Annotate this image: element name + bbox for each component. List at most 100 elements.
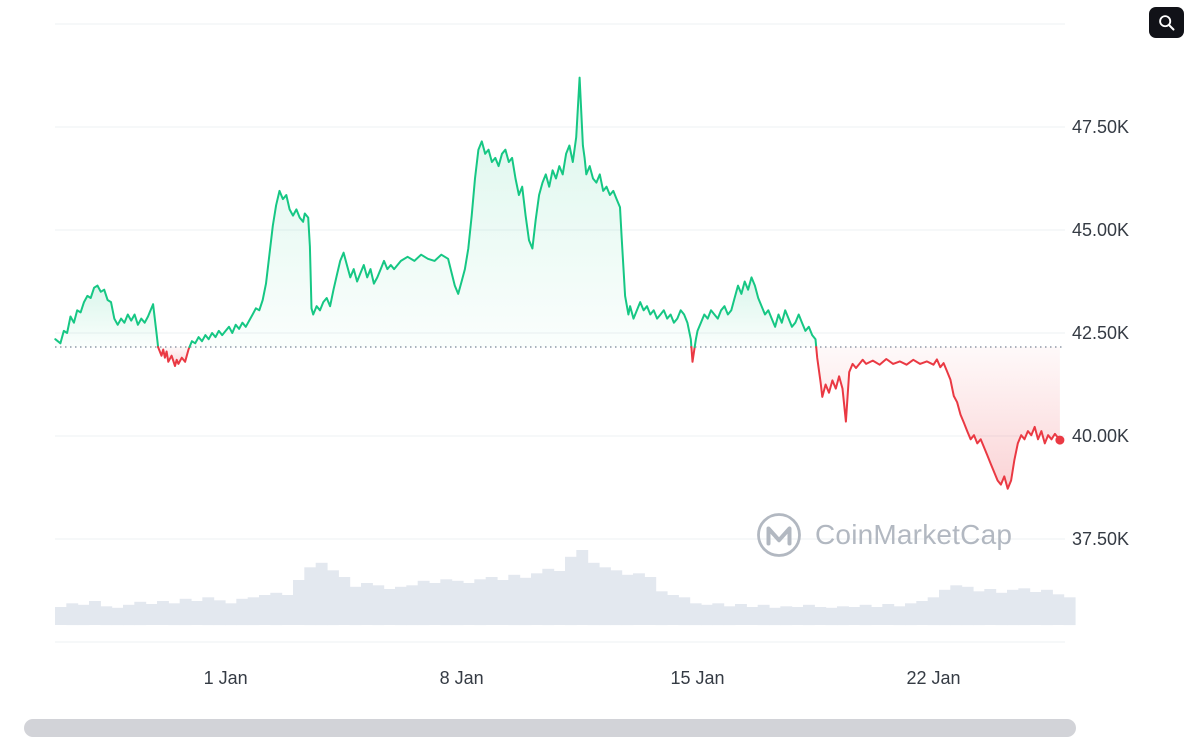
volume-bar xyxy=(746,607,759,625)
price-line-down xyxy=(157,346,191,367)
volume-bar xyxy=(599,567,611,626)
volume-bar xyxy=(621,574,634,626)
volume-bar xyxy=(123,604,135,626)
horizontal-scrollbar-thumb[interactable] xyxy=(24,719,1076,737)
volume-bar xyxy=(270,592,283,626)
last-price-marker xyxy=(1055,435,1065,445)
watermark-text: CoinMarketCap xyxy=(815,519,1013,550)
volume-bar xyxy=(440,579,453,626)
volume-bar xyxy=(293,580,305,625)
volume-bar xyxy=(497,580,509,625)
volume-bar xyxy=(803,604,815,626)
volume-bar xyxy=(973,591,985,626)
price-area-up xyxy=(55,285,159,347)
volume-bar xyxy=(519,577,532,626)
volume-bar xyxy=(565,556,577,626)
volume-bar xyxy=(542,568,555,626)
search-button[interactable] xyxy=(1149,7,1184,38)
volume-bar xyxy=(848,607,861,625)
volume-bar xyxy=(576,550,589,625)
volume-bar xyxy=(247,597,260,626)
volume-bar xyxy=(77,604,90,626)
volume-bar xyxy=(916,601,929,625)
price-line-up xyxy=(54,284,160,348)
volume-bar xyxy=(655,591,668,626)
coinmarketcap-watermark: CoinMarketCap xyxy=(755,511,1012,559)
volume-bar xyxy=(157,601,169,625)
volume-bar xyxy=(610,570,623,626)
volume-bar xyxy=(191,601,203,625)
volume-bar xyxy=(859,604,872,626)
volume-bar xyxy=(349,586,362,626)
volume-bar xyxy=(644,577,657,625)
volume-bar xyxy=(508,574,521,626)
volume-bar xyxy=(213,600,226,626)
volume-bar xyxy=(553,571,566,625)
volume-bar xyxy=(1063,597,1076,626)
magnifier-icon xyxy=(1159,15,1175,31)
volume-bar xyxy=(338,577,351,625)
volume-bar xyxy=(1007,589,1019,626)
volume-bar xyxy=(814,607,827,625)
volume-bar xyxy=(451,580,464,626)
volume-bar xyxy=(531,573,543,625)
price-line-up xyxy=(188,76,693,348)
volume-bar xyxy=(145,604,158,625)
price-line-down xyxy=(690,346,696,363)
volume-bar xyxy=(100,606,113,626)
volume-bar xyxy=(712,603,725,626)
volume-bar xyxy=(1052,594,1065,625)
volume-bar xyxy=(281,595,294,625)
y-axis-tick-label: 37.50K xyxy=(1072,529,1129,549)
volume-bar xyxy=(315,562,328,626)
volume-bar xyxy=(689,603,702,626)
y-axis-tick-label: 42.50K xyxy=(1072,323,1129,343)
volume-bar xyxy=(179,598,192,626)
volume-bar xyxy=(678,597,691,626)
volume-bar xyxy=(837,606,849,626)
volume-bar xyxy=(134,601,147,626)
volume-bar xyxy=(701,604,713,626)
x-axis-tick-label: 15 Jan xyxy=(670,668,724,688)
volume-bar xyxy=(372,585,385,626)
volume-bar xyxy=(769,607,781,626)
volume-bar xyxy=(225,603,237,626)
volume-bar xyxy=(939,589,951,626)
volume-bar xyxy=(236,598,249,626)
y-axis-tick-label: 40.00K xyxy=(1072,426,1129,446)
volume-bar xyxy=(55,607,67,625)
volume-bar xyxy=(825,607,838,626)
volume-bar xyxy=(1041,589,1053,626)
price-area-up xyxy=(189,77,692,347)
volume-bar xyxy=(961,586,974,626)
volume-bar xyxy=(893,606,906,626)
volume-bar xyxy=(791,607,804,625)
volume-bar xyxy=(463,583,475,625)
volume-bar xyxy=(429,583,441,625)
volume-bar xyxy=(395,586,407,626)
volume-bar xyxy=(168,603,181,626)
volume-bar xyxy=(417,580,430,626)
volume-bar xyxy=(984,589,997,625)
volume-bar xyxy=(995,592,1008,626)
volume-bar xyxy=(202,597,215,626)
volume-bar xyxy=(1018,588,1031,626)
volume-bar xyxy=(111,607,124,626)
x-axis-tick-label: 1 Jan xyxy=(204,668,248,688)
volume-bar xyxy=(406,585,419,626)
volume-bar xyxy=(259,595,271,625)
volume-bar xyxy=(735,604,747,625)
volume-bar xyxy=(905,603,917,626)
volume-bar xyxy=(327,570,339,626)
volume-bar xyxy=(66,603,79,626)
volume-bar xyxy=(633,573,645,625)
y-axis-tick-label: 47.50K xyxy=(1072,117,1129,137)
y-axis-tick-label: 45.00K xyxy=(1072,220,1129,240)
volume-bar xyxy=(485,577,498,625)
volume-bar xyxy=(723,606,736,626)
volume-bar xyxy=(89,601,101,625)
volume-bar xyxy=(587,562,600,626)
volume-bar xyxy=(871,607,883,625)
